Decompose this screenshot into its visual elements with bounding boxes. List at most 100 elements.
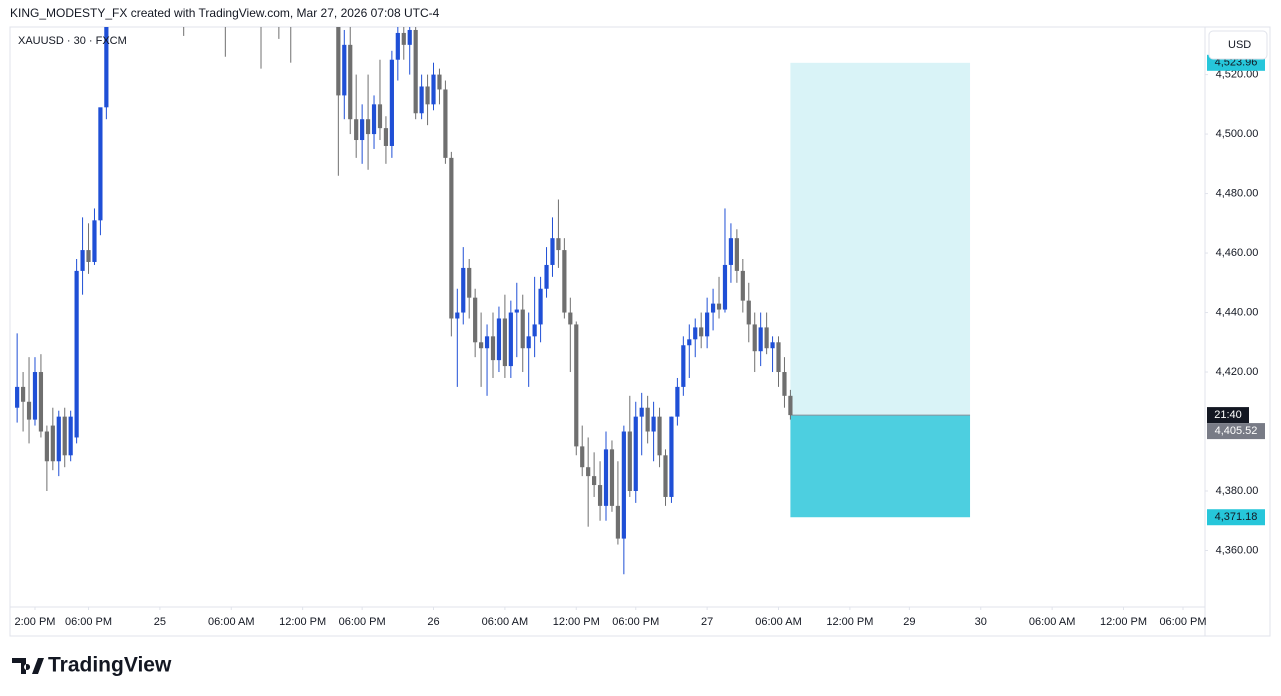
candle-body — [32, 372, 38, 420]
y-tick-label: 4,480.00 — [1216, 187, 1259, 199]
currency-button[interactable] — [1208, 30, 1268, 60]
x-tick-label: 30 — [975, 616, 987, 628]
candle-body — [520, 309, 525, 349]
candle-body — [336, 27, 341, 96]
candle-body — [675, 386, 680, 417]
candle-body — [621, 431, 626, 539]
candle-body — [615, 505, 621, 539]
candle-body — [86, 250, 91, 262]
candle-body — [455, 312, 460, 319]
y-tick-label: 4,420.00 — [1216, 366, 1259, 378]
y-tick-label: 4,520.00 — [1216, 68, 1259, 80]
candle-body — [383, 128, 389, 146]
candle-body — [716, 303, 722, 310]
candle-body — [657, 416, 662, 456]
candle-body — [74, 270, 79, 438]
candle-body — [568, 312, 573, 325]
candle-body — [484, 336, 490, 349]
candle-body — [782, 372, 787, 396]
candle-body — [669, 416, 674, 497]
x-tick-label: 06:00 AM — [482, 616, 528, 628]
candle-body — [354, 119, 359, 141]
upper-price-tag: 4,523.96 — [1215, 57, 1258, 69]
candle-body — [687, 339, 692, 346]
x-tick-label: 06:00 AM — [755, 616, 801, 628]
x-tick-label: 27 — [701, 616, 713, 628]
candle-body — [592, 476, 597, 486]
candle-body — [401, 32, 406, 45]
candle-body — [776, 342, 781, 373]
lower-price-tag-bg — [1207, 509, 1265, 526]
last-price-tag-bg — [1207, 423, 1265, 440]
candle-body — [407, 29, 412, 45]
candle-body — [104, 27, 109, 108]
candle-body — [758, 327, 763, 352]
candle-body — [526, 336, 531, 349]
candle-body — [413, 29, 418, 114]
candle-body — [496, 318, 502, 361]
y-tick-label: 4,500.00 — [1216, 128, 1259, 140]
candle-body — [371, 104, 377, 135]
x-tick-label: 2:00 PM — [14, 616, 55, 628]
candle-body — [20, 386, 26, 402]
candle-body — [449, 157, 454, 319]
upper-zone — [790, 62, 971, 416]
candle-body — [728, 238, 734, 265]
frame — [9, 26, 1271, 637]
x-tick-label: 12:00 PM — [279, 616, 326, 628]
candle-body — [395, 32, 400, 60]
candle-body — [693, 327, 698, 340]
countdown-bg — [1207, 407, 1249, 424]
candle-body — [461, 267, 466, 313]
candle-body — [752, 324, 757, 352]
candle-body — [92, 220, 97, 262]
candle-body — [479, 342, 484, 349]
candle-body — [562, 250, 567, 313]
lower-price-tag: 4,371.18 — [1215, 511, 1258, 523]
candle-body — [681, 345, 686, 387]
candle-body — [633, 416, 638, 491]
candle-body — [603, 449, 609, 506]
candle-body — [544, 264, 549, 289]
candle-body — [627, 431, 632, 491]
y-tick-label: 4,460.00 — [1216, 247, 1259, 259]
candle-body — [324, 0, 328, 3]
candle-body — [62, 416, 67, 456]
candle-body — [609, 449, 615, 506]
x-tick-label: 12:00 PM — [1100, 616, 1147, 628]
candle-body — [710, 303, 716, 313]
x-tick-label: 29 — [903, 616, 915, 628]
symbol-title: XAUUSD · 30 · FXCM — [18, 35, 127, 47]
candle-body — [342, 44, 347, 96]
candle-body — [586, 467, 591, 477]
x-tick-label: 06:00 PM — [612, 616, 659, 628]
candle-body — [705, 312, 710, 337]
candle-body — [419, 86, 424, 114]
candle-body — [98, 107, 103, 221]
brand: TradingView — [48, 654, 172, 677]
candle-body — [639, 407, 644, 417]
x-tick-label: 06:00 PM — [1159, 616, 1206, 628]
y-tick-label: 4,360.00 — [1216, 544, 1259, 556]
candle-body — [746, 300, 751, 325]
lower-zone — [790, 415, 971, 518]
candle-body — [38, 372, 44, 432]
candle-body — [722, 264, 728, 310]
candle-body — [764, 327, 769, 349]
candle-body — [360, 119, 365, 141]
candle-body — [514, 309, 519, 313]
candle-body — [550, 238, 555, 265]
x-tick-label: 12:00 PM — [553, 616, 600, 628]
candle-body — [365, 119, 371, 135]
candle-body — [473, 297, 478, 343]
candle-body — [26, 401, 32, 420]
candle-body — [580, 446, 585, 468]
candle-body — [443, 89, 448, 158]
candle-body — [770, 342, 775, 349]
candle-body — [508, 312, 513, 367]
y-tick-label: 4,380.00 — [1216, 485, 1259, 497]
x-tick-label: 06:00 PM — [339, 616, 386, 628]
axes: 4,360.00 4,380.00 4,420.00 4,440.00 4,460.00… — [14, 54, 1265, 628]
currency[interactable]: USD — [1228, 39, 1251, 51]
